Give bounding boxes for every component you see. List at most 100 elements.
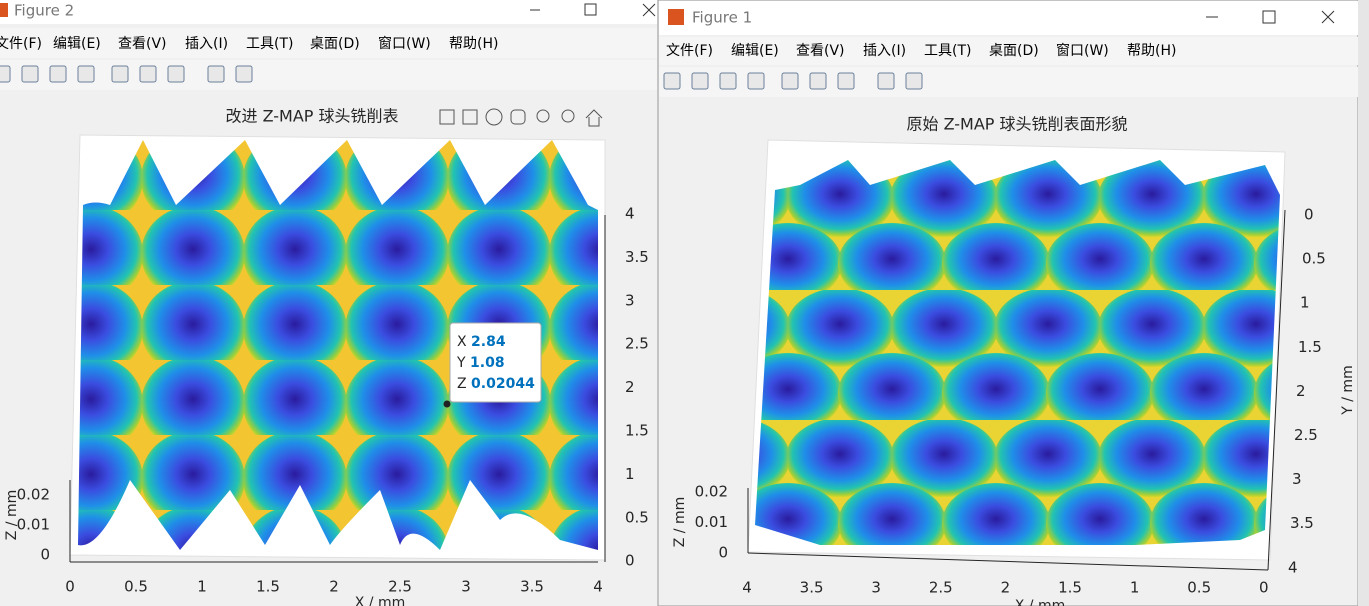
menu-item[interactable]: 帮助(H) bbox=[449, 36, 498, 52]
toolbar-button[interactable] bbox=[111, 65, 129, 83]
toolbar-button[interactable] bbox=[691, 72, 709, 90]
generated: 文件(F) 编辑(E) 查看(V) 插入(I) 工具(T) 桌面(D) 窗口(W) 帮助(H)… bbox=[0, 35, 1326, 597]
x-tick-label: 0 bbox=[65, 578, 75, 596]
toolbar-button[interactable] bbox=[21, 65, 39, 83]
toolbar-button[interactable] bbox=[0, 65, 11, 83]
x-tick-label: 2.5 bbox=[929, 579, 953, 597]
x-tick-label: 4 bbox=[742, 579, 752, 597]
tool-icon[interactable] bbox=[439, 109, 455, 125]
close[interactable] bbox=[1321, 10, 1335, 24]
y-tick-label: 3.5 bbox=[625, 248, 649, 266]
datatip-marker[interactable] bbox=[443, 400, 451, 408]
toolbar-button[interactable] bbox=[207, 65, 225, 83]
toolbar-button[interactable] bbox=[663, 72, 681, 90]
y-axis bbox=[1267, 209, 1286, 571]
toolbar bbox=[659, 67, 1358, 97]
menu-item[interactable]: 文件(F) bbox=[0, 36, 42, 52]
toolbar-button[interactable] bbox=[905, 72, 923, 90]
toolbar-button[interactable] bbox=[139, 65, 157, 83]
y-tick-label: 2 bbox=[1296, 382, 1306, 400]
x-tick-label: 3 bbox=[461, 578, 471, 596]
menu-item[interactable]: 窗口(W) bbox=[378, 35, 431, 52]
x-label: X / mm bbox=[1015, 598, 1065, 606]
window-title: Figure 2 bbox=[14, 2, 74, 20]
window-title: Figure 1 bbox=[692, 9, 752, 27]
y-tick-label: 0 bbox=[625, 552, 635, 570]
menu-item[interactable]: 桌面(D) bbox=[310, 36, 360, 52]
x-tick-label: 1.5 bbox=[256, 578, 280, 596]
datatip-box bbox=[449, 322, 542, 403]
tool-icon[interactable] bbox=[536, 109, 550, 123]
tool-icon[interactable] bbox=[561, 109, 575, 123]
menu-item[interactable]: 编辑(E) bbox=[731, 43, 779, 59]
y-tick-label: 4 bbox=[625, 205, 635, 223]
z-label: Z / mm bbox=[672, 497, 688, 547]
maximize[interactable] bbox=[1262, 10, 1276, 24]
tool-icon[interactable] bbox=[485, 108, 503, 126]
toolbar-button[interactable] bbox=[167, 65, 185, 83]
menu-item[interactable]: 窗口(W) bbox=[1056, 42, 1109, 59]
datatip-value: 2.84 bbox=[471, 334, 506, 350]
tool-icon[interactable] bbox=[462, 109, 478, 125]
menu-item[interactable]: 工具(T) bbox=[246, 36, 293, 52]
menu-item[interactable]: 桌面(D) bbox=[989, 43, 1039, 59]
background-window bbox=[1358, 0, 1369, 606]
menu-item[interactable]: 工具(T) bbox=[924, 43, 971, 59]
y-tick-label: 2.5 bbox=[625, 335, 649, 353]
z-tick-label: 0 bbox=[718, 544, 728, 562]
x-tick-label: 0.5 bbox=[1187, 579, 1211, 597]
y-tick-label: 4 bbox=[1288, 558, 1298, 576]
toolbar-button[interactable] bbox=[719, 72, 737, 90]
menu-item[interactable]: 插入(I) bbox=[863, 43, 906, 59]
x-tick-label: 4 bbox=[593, 578, 603, 596]
y-tick-label: 1 bbox=[1300, 294, 1310, 312]
menu-item[interactable]: 编辑(E) bbox=[53, 36, 101, 52]
datatip-x: X 2.84 bbox=[457, 334, 506, 350]
z-tick-label: 0.01 bbox=[17, 516, 50, 534]
toolbar-button[interactable] bbox=[781, 72, 799, 90]
toolbar-button[interactable] bbox=[809, 72, 827, 90]
surface bbox=[78, 140, 598, 550]
menu-bar bbox=[0, 28, 657, 58]
x-tick-label: 1 bbox=[197, 578, 207, 596]
tool-icon[interactable] bbox=[585, 109, 603, 127]
toolbar-button[interactable] bbox=[747, 72, 765, 90]
y-tick-label: 0.5 bbox=[1302, 250, 1326, 268]
datatip[interactable]: X 2.84 Y 1.08 Z 0.02044 bbox=[443, 322, 542, 408]
datatip-key: X bbox=[457, 334, 467, 350]
y-tick-label: 3 bbox=[1292, 470, 1302, 488]
close[interactable] bbox=[642, 3, 656, 17]
title-bar bbox=[659, 1, 1358, 35]
app-icon bbox=[0, 3, 8, 17]
plot-title: 原始 Z-MAP 球头铣削表面形貌 bbox=[906, 115, 1127, 134]
z-label: Z / mm bbox=[4, 490, 20, 540]
plot-title: 改进 Z-MAP 球头铣削表 bbox=[225, 107, 398, 126]
toolbar-button[interactable] bbox=[877, 72, 895, 90]
y-tick-label: 3.5 bbox=[1290, 514, 1314, 532]
maximize[interactable] bbox=[584, 3, 597, 16]
window-figure2: Figure 2 改进 Z-MAP 球头铣削表 Z / mm X / mm X … bbox=[0, 0, 657, 606]
toolbar-button[interactable] bbox=[837, 72, 855, 90]
y-tick-label: 1.5 bbox=[1298, 338, 1322, 356]
y-label: Y / mm bbox=[1340, 365, 1356, 415]
menu-item[interactable]: 查看(V) bbox=[118, 36, 167, 52]
menu-bar bbox=[659, 37, 1358, 65]
menu-item[interactable]: 文件(F) bbox=[666, 43, 713, 59]
toolbar-button[interactable] bbox=[49, 65, 67, 83]
tool-icon[interactable] bbox=[510, 109, 526, 125]
x-tick-label: 3.5 bbox=[800, 579, 824, 597]
z-tick-label: 0 bbox=[40, 546, 50, 564]
datatip-y: Y 1.08 bbox=[456, 355, 505, 371]
datatip-z: Z 0.02044 bbox=[457, 376, 535, 392]
menu-item[interactable]: 帮助(H) bbox=[1127, 43, 1176, 59]
menu-item[interactable]: 插入(I) bbox=[185, 36, 228, 52]
menu-item[interactable]: 查看(V) bbox=[796, 43, 845, 59]
toolbar-button[interactable] bbox=[77, 65, 95, 83]
x-tick-label: 2 bbox=[1001, 579, 1011, 597]
x-tick-label: 0.5 bbox=[124, 578, 148, 596]
toolbar-button[interactable] bbox=[235, 65, 253, 83]
z-tick-label: 0.02 bbox=[695, 483, 728, 501]
app-icon bbox=[668, 9, 684, 25]
y-tick-label: 2.5 bbox=[1294, 426, 1318, 444]
